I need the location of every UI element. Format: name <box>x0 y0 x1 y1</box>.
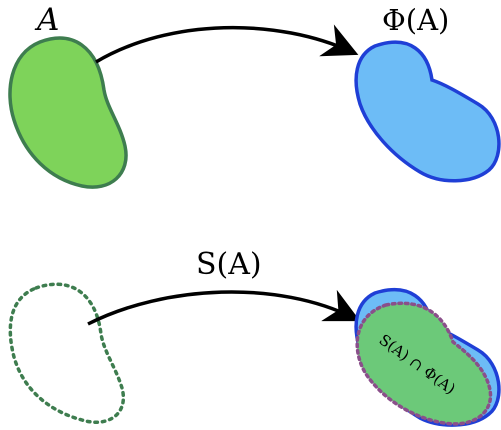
phi-a-shape <box>354 40 501 183</box>
set-a-shape <box>8 36 128 189</box>
s-a-label: S(A) <box>196 247 262 282</box>
set-a-label: A <box>34 2 59 38</box>
bottom-arrow <box>87 289 361 326</box>
set-a-dotted-outline <box>8 282 126 424</box>
intersection-shape <box>355 301 493 426</box>
phi-a-label: Φ(A) <box>382 3 449 37</box>
top-arrow <box>95 24 359 64</box>
